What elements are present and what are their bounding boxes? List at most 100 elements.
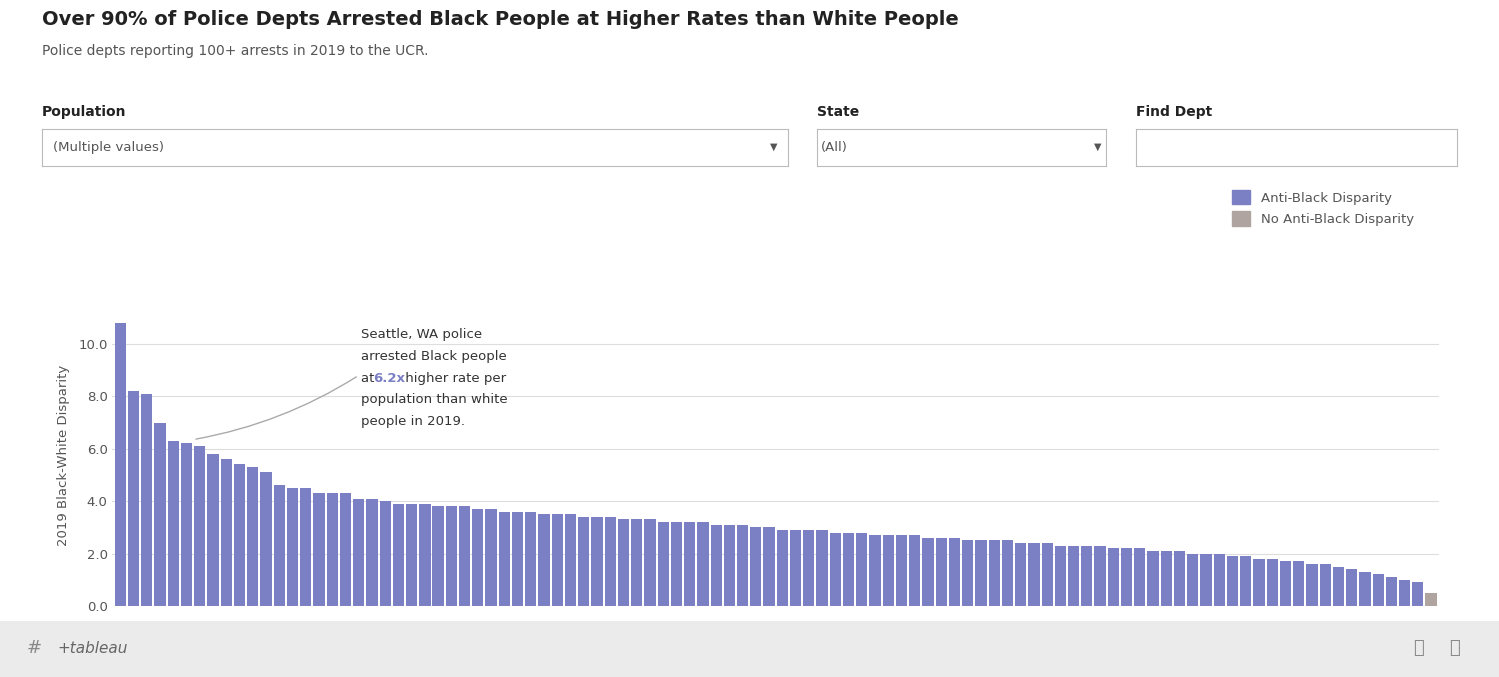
Bar (1226, 556, 1238, 606)
Bar (1240, 556, 1252, 606)
Bar (750, 527, 761, 606)
Bar (433, 506, 444, 606)
Bar (486, 509, 496, 606)
Bar (552, 515, 564, 606)
Bar (459, 506, 471, 606)
Text: population than white: population than white (361, 393, 508, 406)
Text: (All): (All) (821, 141, 848, 154)
Bar (776, 530, 788, 606)
Text: +tableau: +tableau (57, 640, 127, 655)
Bar (988, 540, 1000, 606)
Text: ▼: ▼ (770, 142, 778, 152)
Bar (1373, 575, 1384, 606)
Bar (1333, 567, 1345, 606)
Bar (1399, 580, 1411, 606)
Bar (1067, 546, 1079, 606)
Bar (1267, 559, 1277, 606)
Bar (922, 538, 934, 606)
Bar (1081, 546, 1093, 606)
Bar (1187, 554, 1198, 606)
Y-axis label: 2019 Black-White Disparity: 2019 Black-White Disparity (57, 365, 70, 546)
Bar (645, 519, 655, 606)
Bar (565, 515, 576, 606)
Bar (829, 533, 841, 606)
Text: (Multiple values): (Multiple values) (52, 141, 165, 154)
Bar (445, 506, 457, 606)
Bar (935, 538, 947, 606)
Bar (724, 525, 735, 606)
Bar (168, 441, 178, 606)
Bar (763, 527, 775, 606)
Bar (631, 519, 643, 606)
Legend: Anti-Black Disparity, No Anti-Black Disparity: Anti-Black Disparity, No Anti-Black Disp… (1226, 185, 1420, 231)
Bar (340, 494, 351, 606)
Bar (1055, 546, 1066, 606)
Bar (261, 473, 271, 606)
Text: higher rate per: higher rate per (402, 372, 507, 385)
Text: 6.2x: 6.2x (373, 372, 405, 385)
Bar (366, 498, 378, 606)
Bar (869, 536, 880, 606)
Bar (300, 488, 312, 606)
Bar (1385, 577, 1397, 606)
Bar (697, 522, 709, 606)
Bar (354, 498, 364, 606)
Bar (962, 540, 973, 606)
Bar (327, 494, 337, 606)
Bar (313, 494, 325, 606)
Text: ⎙: ⎙ (1412, 639, 1424, 657)
Bar (234, 464, 246, 606)
Bar (1426, 593, 1436, 606)
Bar (379, 501, 391, 606)
Bar (127, 391, 139, 606)
Text: ▼: ▼ (1094, 142, 1102, 152)
Bar (1135, 548, 1145, 606)
Text: State: State (817, 105, 859, 119)
Bar (115, 323, 126, 606)
Bar (141, 394, 153, 606)
Bar (472, 509, 484, 606)
Bar (1360, 572, 1370, 606)
Bar (896, 536, 907, 606)
Bar (1094, 546, 1106, 606)
Bar (738, 525, 748, 606)
Text: Police depts reporting 100+ arrests in 2019 to the UCR.: Police depts reporting 100+ arrests in 2… (42, 44, 429, 58)
Bar (1028, 543, 1039, 606)
Bar (949, 538, 959, 606)
Bar (1412, 582, 1424, 606)
Bar (406, 504, 417, 606)
Bar (817, 530, 827, 606)
Bar (220, 459, 232, 606)
Bar (1214, 554, 1225, 606)
Bar (592, 517, 603, 606)
Bar (207, 454, 219, 606)
Bar (538, 515, 550, 606)
Bar (1147, 551, 1159, 606)
Text: ⤢: ⤢ (1448, 639, 1460, 657)
Bar (195, 446, 205, 606)
Bar (393, 504, 405, 606)
Bar (1108, 548, 1118, 606)
Bar (976, 540, 986, 606)
Bar (803, 530, 814, 606)
Bar (618, 519, 630, 606)
Bar (499, 512, 510, 606)
Bar (1294, 561, 1304, 606)
Bar (1319, 564, 1331, 606)
Text: Population: Population (42, 105, 126, 119)
Bar (420, 504, 430, 606)
Text: arrested Black people: arrested Black people (361, 350, 507, 363)
Text: Over 90% of Police Depts Arrested Black People at Higher Rates than White People: Over 90% of Police Depts Arrested Black … (42, 10, 959, 29)
Bar (1346, 569, 1357, 606)
Bar (684, 522, 696, 606)
Bar (658, 522, 669, 606)
Text: Find Dept: Find Dept (1136, 105, 1213, 119)
Bar (154, 422, 166, 606)
Bar (604, 517, 616, 606)
Bar (1042, 543, 1052, 606)
Bar (1201, 554, 1211, 606)
Text: at: at (361, 372, 379, 385)
Text: Seattle, WA police: Seattle, WA police (361, 328, 483, 341)
Bar (1174, 551, 1186, 606)
Bar (711, 525, 723, 606)
